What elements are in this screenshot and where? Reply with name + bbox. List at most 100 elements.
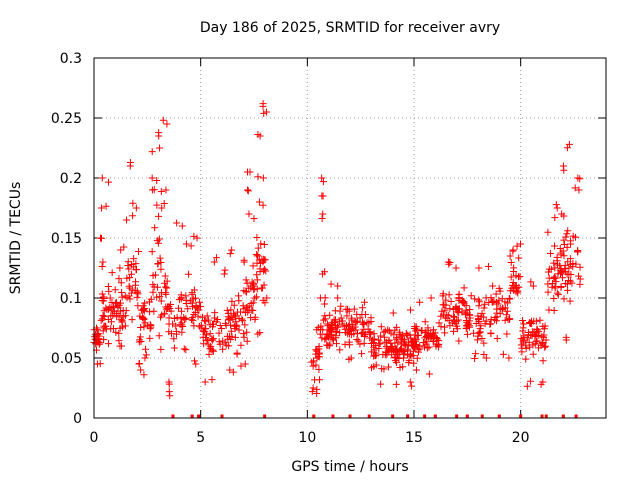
data-point xyxy=(237,341,245,349)
data-point xyxy=(247,299,255,307)
data-point xyxy=(412,323,420,331)
data-point xyxy=(452,304,460,312)
data-point xyxy=(178,222,186,230)
data-point xyxy=(450,313,458,321)
data-point xyxy=(166,392,174,400)
data-point xyxy=(509,267,517,275)
data-point xyxy=(462,306,470,314)
data-point xyxy=(506,252,514,260)
data-point xyxy=(132,266,140,274)
data-point xyxy=(392,345,400,353)
data-point xyxy=(534,344,542,352)
data-point xyxy=(253,250,261,258)
data-point xyxy=(486,320,494,328)
data-point xyxy=(165,320,173,328)
data-point xyxy=(91,330,99,338)
data-point xyxy=(504,315,512,323)
data-point xyxy=(552,278,560,286)
data-point xyxy=(404,345,412,353)
data-point xyxy=(318,192,326,200)
data-point xyxy=(477,322,485,330)
data-point xyxy=(208,376,216,384)
data-point xyxy=(115,337,123,345)
data-point xyxy=(416,345,424,353)
data-point xyxy=(337,302,345,310)
data-point xyxy=(173,219,181,227)
data-point xyxy=(439,290,447,298)
data-point xyxy=(191,308,199,316)
data-point xyxy=(108,269,116,277)
data-point xyxy=(388,343,396,351)
data-point xyxy=(149,272,157,280)
data-point xyxy=(446,305,454,313)
data-point xyxy=(182,346,190,354)
data-point xyxy=(125,265,133,273)
data-point xyxy=(327,321,335,329)
data-point xyxy=(478,334,486,342)
data-point xyxy=(537,380,545,388)
data-point xyxy=(311,376,319,384)
data-point xyxy=(576,263,584,271)
data-point xyxy=(494,300,502,308)
data-point xyxy=(358,350,366,358)
data-point xyxy=(163,284,171,292)
data-point xyxy=(507,273,515,281)
data-point xyxy=(219,345,227,353)
data-point xyxy=(519,327,527,335)
data-point xyxy=(463,330,471,338)
data-point xyxy=(315,365,323,373)
data-point xyxy=(460,300,468,308)
data-point xyxy=(387,329,395,337)
data-point xyxy=(308,388,316,396)
data-point xyxy=(100,307,108,315)
data-point xyxy=(327,280,335,288)
data-point xyxy=(556,245,564,253)
data-point xyxy=(515,254,523,262)
data-point xyxy=(257,240,265,248)
data-point xyxy=(359,320,367,328)
data-point xyxy=(159,116,167,124)
data-point xyxy=(480,339,488,347)
data-point xyxy=(110,324,118,332)
data-point xyxy=(119,313,127,321)
data-point xyxy=(572,233,580,241)
data-point xyxy=(140,316,148,324)
data-point xyxy=(405,359,413,367)
data-point xyxy=(97,234,105,242)
data-point xyxy=(334,322,342,330)
data-point xyxy=(563,230,571,238)
data-point xyxy=(402,340,410,348)
data-point xyxy=(161,272,169,280)
data-point xyxy=(211,309,219,317)
data-point xyxy=(200,327,208,335)
data-point xyxy=(113,298,121,306)
data-point xyxy=(100,313,108,321)
data-point xyxy=(197,321,205,329)
data-point xyxy=(544,288,552,296)
data-point xyxy=(429,329,437,337)
data-point xyxy=(182,296,190,304)
data-point xyxy=(489,282,497,290)
data-point xyxy=(496,310,504,318)
data-point xyxy=(220,270,228,278)
data-point xyxy=(193,234,201,242)
data-point xyxy=(180,345,188,353)
data-point xyxy=(389,309,397,317)
data-points xyxy=(90,100,584,400)
data-point xyxy=(153,176,161,184)
data-point xyxy=(466,314,474,322)
data-point xyxy=(512,288,520,296)
data-point xyxy=(416,298,424,306)
data-point xyxy=(356,340,364,348)
data-point xyxy=(560,166,568,174)
data-point xyxy=(505,354,513,362)
data-point xyxy=(261,256,269,264)
data-point xyxy=(333,323,341,331)
data-point xyxy=(251,294,259,302)
data-point xyxy=(352,326,360,334)
data-point xyxy=(100,294,108,302)
data-point xyxy=(429,337,437,345)
data-point xyxy=(135,359,143,367)
data-point xyxy=(184,305,192,313)
data-point xyxy=(331,307,339,315)
